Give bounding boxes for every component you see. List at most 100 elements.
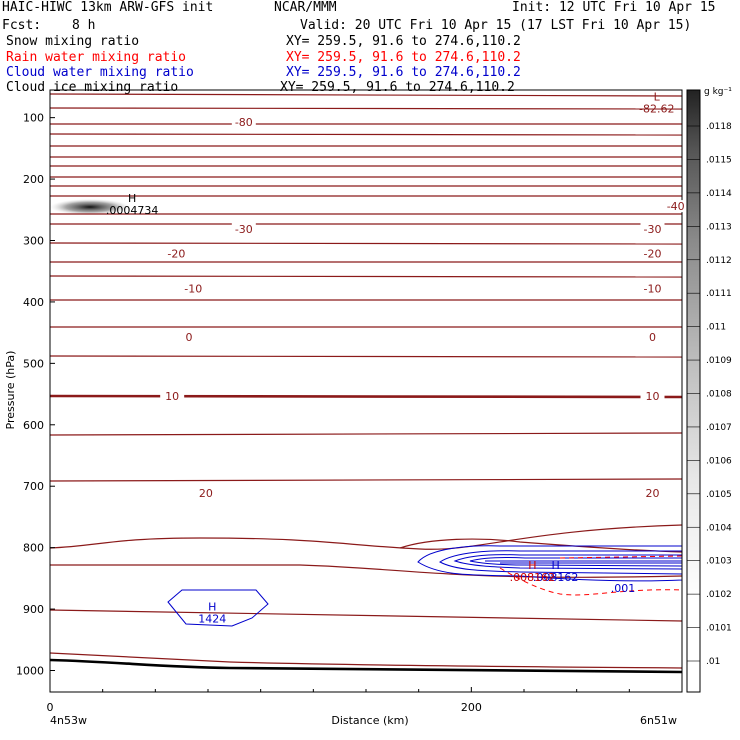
y-tick-label: 1000 bbox=[16, 665, 44, 678]
colorbar-tick-label: .0103 bbox=[706, 557, 732, 567]
isotherm bbox=[50, 609, 682, 622]
isotherm bbox=[399, 538, 682, 553]
isotherm-label-bg bbox=[640, 247, 665, 260]
field-xy-cloudice: XY= 259.5, 91.6 to 274.6,110.2 bbox=[280, 80, 515, 95]
y-tick-label: 300 bbox=[23, 235, 44, 248]
isotherm bbox=[50, 242, 682, 245]
colorbar-unit: g kg⁻¹ bbox=[704, 87, 732, 97]
isotherm-label-bg bbox=[231, 222, 256, 235]
isotherm-label-bg bbox=[640, 330, 665, 343]
isotherm-label: 0 bbox=[649, 331, 656, 344]
colorbar-tick-label: .0101 bbox=[706, 624, 732, 634]
isotherm bbox=[50, 107, 682, 110]
cloud-water-contour bbox=[469, 556, 682, 567]
y-tick-label: 800 bbox=[23, 542, 44, 555]
colorbar-tick-label: .0114 bbox=[706, 189, 732, 199]
field-name-snow: Snow mixing ratio bbox=[6, 34, 140, 49]
isotherm-label: -40 bbox=[667, 200, 685, 213]
isotherm-label-bg bbox=[640, 282, 665, 295]
header-fcst-label: Fcst: bbox=[2, 18, 42, 33]
colorbar-tick-label: .0105 bbox=[706, 490, 732, 500]
cloud-water-contour bbox=[167, 589, 269, 627]
isotherm-label: 0 bbox=[186, 331, 193, 344]
isotherm bbox=[50, 564, 682, 578]
cloud-water-contour bbox=[417, 545, 682, 582]
colorbar-tick-label: .0118 bbox=[706, 122, 732, 132]
colorbar-tick-label: .0115 bbox=[706, 155, 732, 165]
extremum-value: .008162 bbox=[510, 571, 556, 584]
y-axis-label: Pressure (hPa) bbox=[4, 351, 17, 430]
isotherm-label-bg bbox=[640, 222, 665, 235]
isotherm-label: 10 bbox=[646, 390, 660, 403]
cloud-water-contour bbox=[439, 550, 682, 575]
header-model: HAIC-HIWC 13km ARW-GFS init bbox=[2, 0, 214, 15]
cloud-water-contours bbox=[167, 545, 682, 627]
isotherm-label: -20 bbox=[644, 247, 662, 260]
isotherm bbox=[50, 275, 682, 278]
colorbar-tick-label: .0107 bbox=[706, 423, 732, 433]
colorbar-tick-label: .01 bbox=[706, 657, 720, 667]
y-tick-label: 600 bbox=[23, 419, 44, 432]
extremum-value: .008162 bbox=[533, 571, 579, 584]
isotherm-label-bg bbox=[181, 282, 206, 295]
field-xy-snow: XY= 259.5, 91.6 to 274.6,110.2 bbox=[286, 34, 521, 49]
isotherm-label: -10 bbox=[644, 282, 662, 295]
x-tick-label: 0 bbox=[47, 701, 54, 714]
field-name-cloudwater: Cloud water mixing ratio bbox=[6, 65, 194, 80]
isotherm bbox=[50, 394, 682, 399]
colorbar-tick-label: .0104 bbox=[706, 523, 732, 533]
rain-water-contour bbox=[559, 555, 682, 559]
isotherm-label-bg bbox=[231, 115, 256, 128]
extremum-value: 1424 bbox=[198, 612, 226, 625]
field-xy-cloudwater: XY= 259.5, 91.6 to 274.6,110.2 bbox=[286, 65, 521, 80]
temperature-labels: -80 -40 -30 -30 -20 -20 -10 -10 0 0 10 10 20 20 bbox=[160, 115, 688, 500]
isotherm-label-bg bbox=[663, 200, 688, 213]
contour-label: .001 bbox=[611, 582, 636, 595]
isotherm bbox=[50, 355, 682, 358]
colorbar-tick-label: .0106 bbox=[706, 456, 732, 466]
extremum-value: .0004734 bbox=[106, 204, 159, 217]
colorbar-tick-label: .0102 bbox=[706, 590, 732, 600]
terrain-surface bbox=[50, 658, 682, 674]
rain-water-contour bbox=[499, 567, 682, 596]
isotherm-label: 20 bbox=[199, 487, 213, 500]
x-right-location: 6n51w bbox=[640, 714, 677, 727]
extremum-marker: H bbox=[528, 559, 536, 572]
extremum-marker: H bbox=[551, 559, 559, 572]
temperature-contours bbox=[50, 93, 682, 669]
isotherm bbox=[50, 652, 682, 669]
header-org: NCAR/MMM bbox=[274, 0, 337, 15]
extremum-marker: H bbox=[128, 192, 136, 205]
colorbar-tick-label: .0111 bbox=[706, 289, 732, 299]
isotherm-label: -10 bbox=[184, 282, 202, 295]
colorbar-tick-label: .011 bbox=[706, 323, 726, 333]
extremum-marker: L bbox=[654, 90, 661, 103]
isotherm-label: 20 bbox=[646, 487, 660, 500]
colorbar-tick-label: .0108 bbox=[706, 390, 732, 400]
y-axis: 100 200 300 400 500 600 700 800 900 1000 bbox=[16, 112, 55, 678]
isotherm bbox=[50, 432, 682, 436]
isotherm-label: 10 bbox=[165, 390, 179, 403]
header-fcst-value: 8 h bbox=[72, 18, 96, 33]
plot-frame bbox=[49, 89, 683, 693]
field-name-rain: Rain water mixing ratio bbox=[6, 50, 187, 65]
isotherm-label: -20 bbox=[167, 247, 185, 260]
isotherm-label-bg bbox=[164, 247, 189, 260]
header-valid: Valid: 20 UTC Fri 10 Apr 15 (17 LST Fri … bbox=[300, 18, 692, 33]
colorbar bbox=[686, 89, 701, 693]
isotherm-label-bg bbox=[160, 389, 185, 402]
y-tick-label: 400 bbox=[23, 296, 44, 309]
isotherm-label-bg bbox=[640, 486, 665, 499]
colorbar-tick-label: .0112 bbox=[706, 256, 732, 266]
extremum-marker: H bbox=[208, 600, 216, 613]
colorbar-ticks: .0118 .0115 .0114 .0113 .0112 .0111 .011 .0109.… bbox=[687, 122, 732, 667]
isotherm-label: -80 bbox=[235, 116, 253, 129]
y-tick-label: 100 bbox=[23, 112, 44, 125]
field-xy-rain: XY= 259.5, 91.6 to 274.6,110.2 bbox=[286, 50, 521, 65]
isotherm-label-bg bbox=[640, 389, 665, 402]
x-tick-label: 200 bbox=[461, 701, 482, 714]
colorbar-tick-label: .0113 bbox=[706, 222, 732, 232]
colorbar-tick-label: .0109 bbox=[706, 356, 732, 366]
field-name-cloudice: Cloud ice mixing ratio bbox=[6, 80, 179, 95]
